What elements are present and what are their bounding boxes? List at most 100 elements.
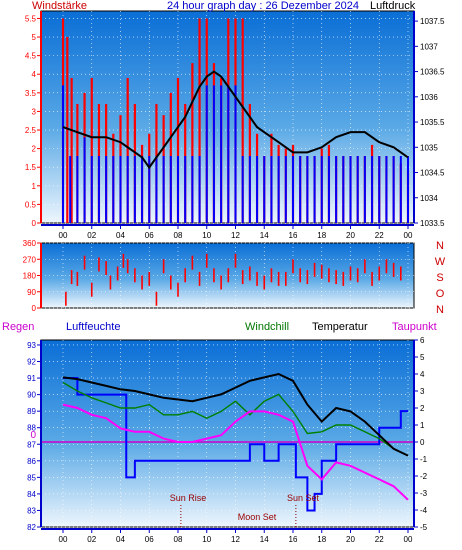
y-tick-label: 84 <box>27 490 36 499</box>
y-tick-label: 1033.5 <box>420 219 445 228</box>
x-tick-label: 10 <box>202 535 211 544</box>
compass-label: N <box>436 240 444 252</box>
x-tick-label: 10 <box>202 231 211 240</box>
y-tick-label: 180 <box>23 272 37 281</box>
y-tick-label: 92 <box>27 358 36 367</box>
y-tick-label: 1035.5 <box>420 118 445 127</box>
wind-pressure-series <box>61 18 410 223</box>
moonset-label: Moon Set <box>238 512 277 522</box>
y-tick-label: 88 <box>27 424 36 433</box>
y-tick-label: 3 <box>32 107 37 116</box>
compass-label: O <box>436 288 445 300</box>
y-tick-label: 270 <box>23 255 37 264</box>
x-tick-label: 18 <box>317 535 326 544</box>
y-tick-label: 3 <box>420 387 425 396</box>
direction-plot-area <box>40 242 415 309</box>
y-tick-label: 360 <box>23 239 37 248</box>
y-tick-label: 1037.5 <box>420 17 445 26</box>
y-tick-label: 4 <box>32 70 37 79</box>
y-tick-label: 1 <box>420 421 425 430</box>
y-tick-label: 5 <box>32 33 37 42</box>
x-tick-label: 08 <box>174 535 183 544</box>
y-tick-label: 1036 <box>420 93 438 102</box>
y-tick-label: 1035 <box>420 143 438 152</box>
y-tick-label: 93 <box>27 341 36 350</box>
rain-zero-marker: 0 <box>30 430 36 441</box>
x-tick-label: 14 <box>260 231 269 240</box>
x-tick-label: 16 <box>289 535 298 544</box>
pressure-line <box>62 70 409 170</box>
y-tick-label: 90 <box>27 391 36 400</box>
x-tick-label: 20 <box>346 231 355 240</box>
y-tick-label: 1037 <box>420 42 438 51</box>
temperature-series <box>41 372 414 527</box>
temperature-humidity-panel: Regen Luftfeuchte Windchill Temperatur T… <box>2 321 437 544</box>
dewpoint-line <box>62 403 409 501</box>
temperature-plot-area <box>40 339 415 528</box>
compass-label: S <box>436 272 443 284</box>
x-tick-label: 06 <box>145 231 154 240</box>
temperature-legend: Temperatur <box>312 321 368 333</box>
y-tick-label: 2.5 <box>25 126 37 135</box>
x-tick-label: 08 <box>174 231 183 240</box>
y-tick-label: 5 <box>420 353 425 362</box>
y-tick-label: 89 <box>27 407 36 416</box>
sunrise-label: Sun Rise <box>170 493 207 503</box>
y-tick-label: 1 <box>32 182 37 191</box>
y-tick-label: 1034.5 <box>420 169 445 178</box>
y-tick-label: 0.5 <box>25 200 37 209</box>
x-tick-label: 22 <box>375 231 384 240</box>
windchill-line <box>62 381 409 457</box>
y-tick-label: 0 <box>32 219 37 228</box>
x-tick-label: 12 <box>231 231 240 240</box>
x-tick-label: 02 <box>87 231 96 240</box>
x-tick-label: 00 <box>59 535 68 544</box>
wind-pressure-panel: 0 0.5 1 1.5 2 2.5 3 3.5 4 4.5 5 5.5 1033.5 1034 1034.5… <box>25 0 445 240</box>
y-tick-label: 1.5 <box>25 163 37 172</box>
x-tick-label: 12 <box>231 535 240 544</box>
compass-labels: N W S O N <box>435 240 446 316</box>
compass-label: W <box>435 256 446 268</box>
y-tick-label: 0 <box>32 304 37 313</box>
x-tick-label: 00 <box>59 231 68 240</box>
direction-axes: 0 90 180 270 360 <box>23 239 42 313</box>
pressure-axis-title: Luftdruck <box>370 0 416 12</box>
y-tick-label: 6 <box>420 336 425 345</box>
y-tick-label: -2 <box>420 472 428 481</box>
x-tick-label: 00 <box>404 535 413 544</box>
y-tick-label: -1 <box>420 455 428 464</box>
y-tick-label: 90 <box>27 288 36 297</box>
wind-pressure-title: 24 hour graph day : 26 Dezember 2024 <box>167 0 359 12</box>
sunset-label: Sun Set <box>287 493 320 503</box>
y-tick-label: 3.5 <box>25 89 37 98</box>
y-tick-label: 1036.5 <box>420 68 445 77</box>
y-tick-label: -3 <box>420 489 428 498</box>
y-tick-label: 83 <box>27 506 36 515</box>
compass-label: N <box>436 304 444 316</box>
direction-series <box>65 253 402 306</box>
x-tick-label: 18 <box>317 231 326 240</box>
y-tick-label: 2 <box>32 145 37 154</box>
x-tick-label: 14 <box>260 535 269 544</box>
x-tick-label: 04 <box>116 231 125 240</box>
x-tick-label: 02 <box>87 535 96 544</box>
x-tick-label: 22 <box>375 535 384 544</box>
y-tick-label: 0 <box>420 438 425 447</box>
y-tick-label: -4 <box>420 506 428 515</box>
wind-pressure-axes: 0 0.5 1 1.5 2 2.5 3 3.5 4 4.5 5 5.5 1033.5 1034 1034.5… <box>25 11 445 240</box>
direction-panel: 0 90 180 270 360 N W S O N <box>23 239 446 316</box>
y-tick-label: 2 <box>420 404 425 413</box>
y-tick-label: 4 <box>420 370 425 379</box>
y-tick-label: 4.5 <box>25 52 37 61</box>
y-tick-label: 91 <box>27 374 36 383</box>
y-tick-label: 85 <box>27 473 36 482</box>
y-tick-label: 5.5 <box>25 14 37 23</box>
y-tick-label: 86 <box>27 457 36 466</box>
temperature-line <box>62 372 409 457</box>
y-tick-label: 82 <box>27 523 36 532</box>
wind-axis-title: Windstärke <box>32 0 87 12</box>
windchill-legend: Windchill <box>245 321 289 333</box>
rain-legend: Regen <box>2 321 34 333</box>
x-tick-label: 06 <box>145 535 154 544</box>
